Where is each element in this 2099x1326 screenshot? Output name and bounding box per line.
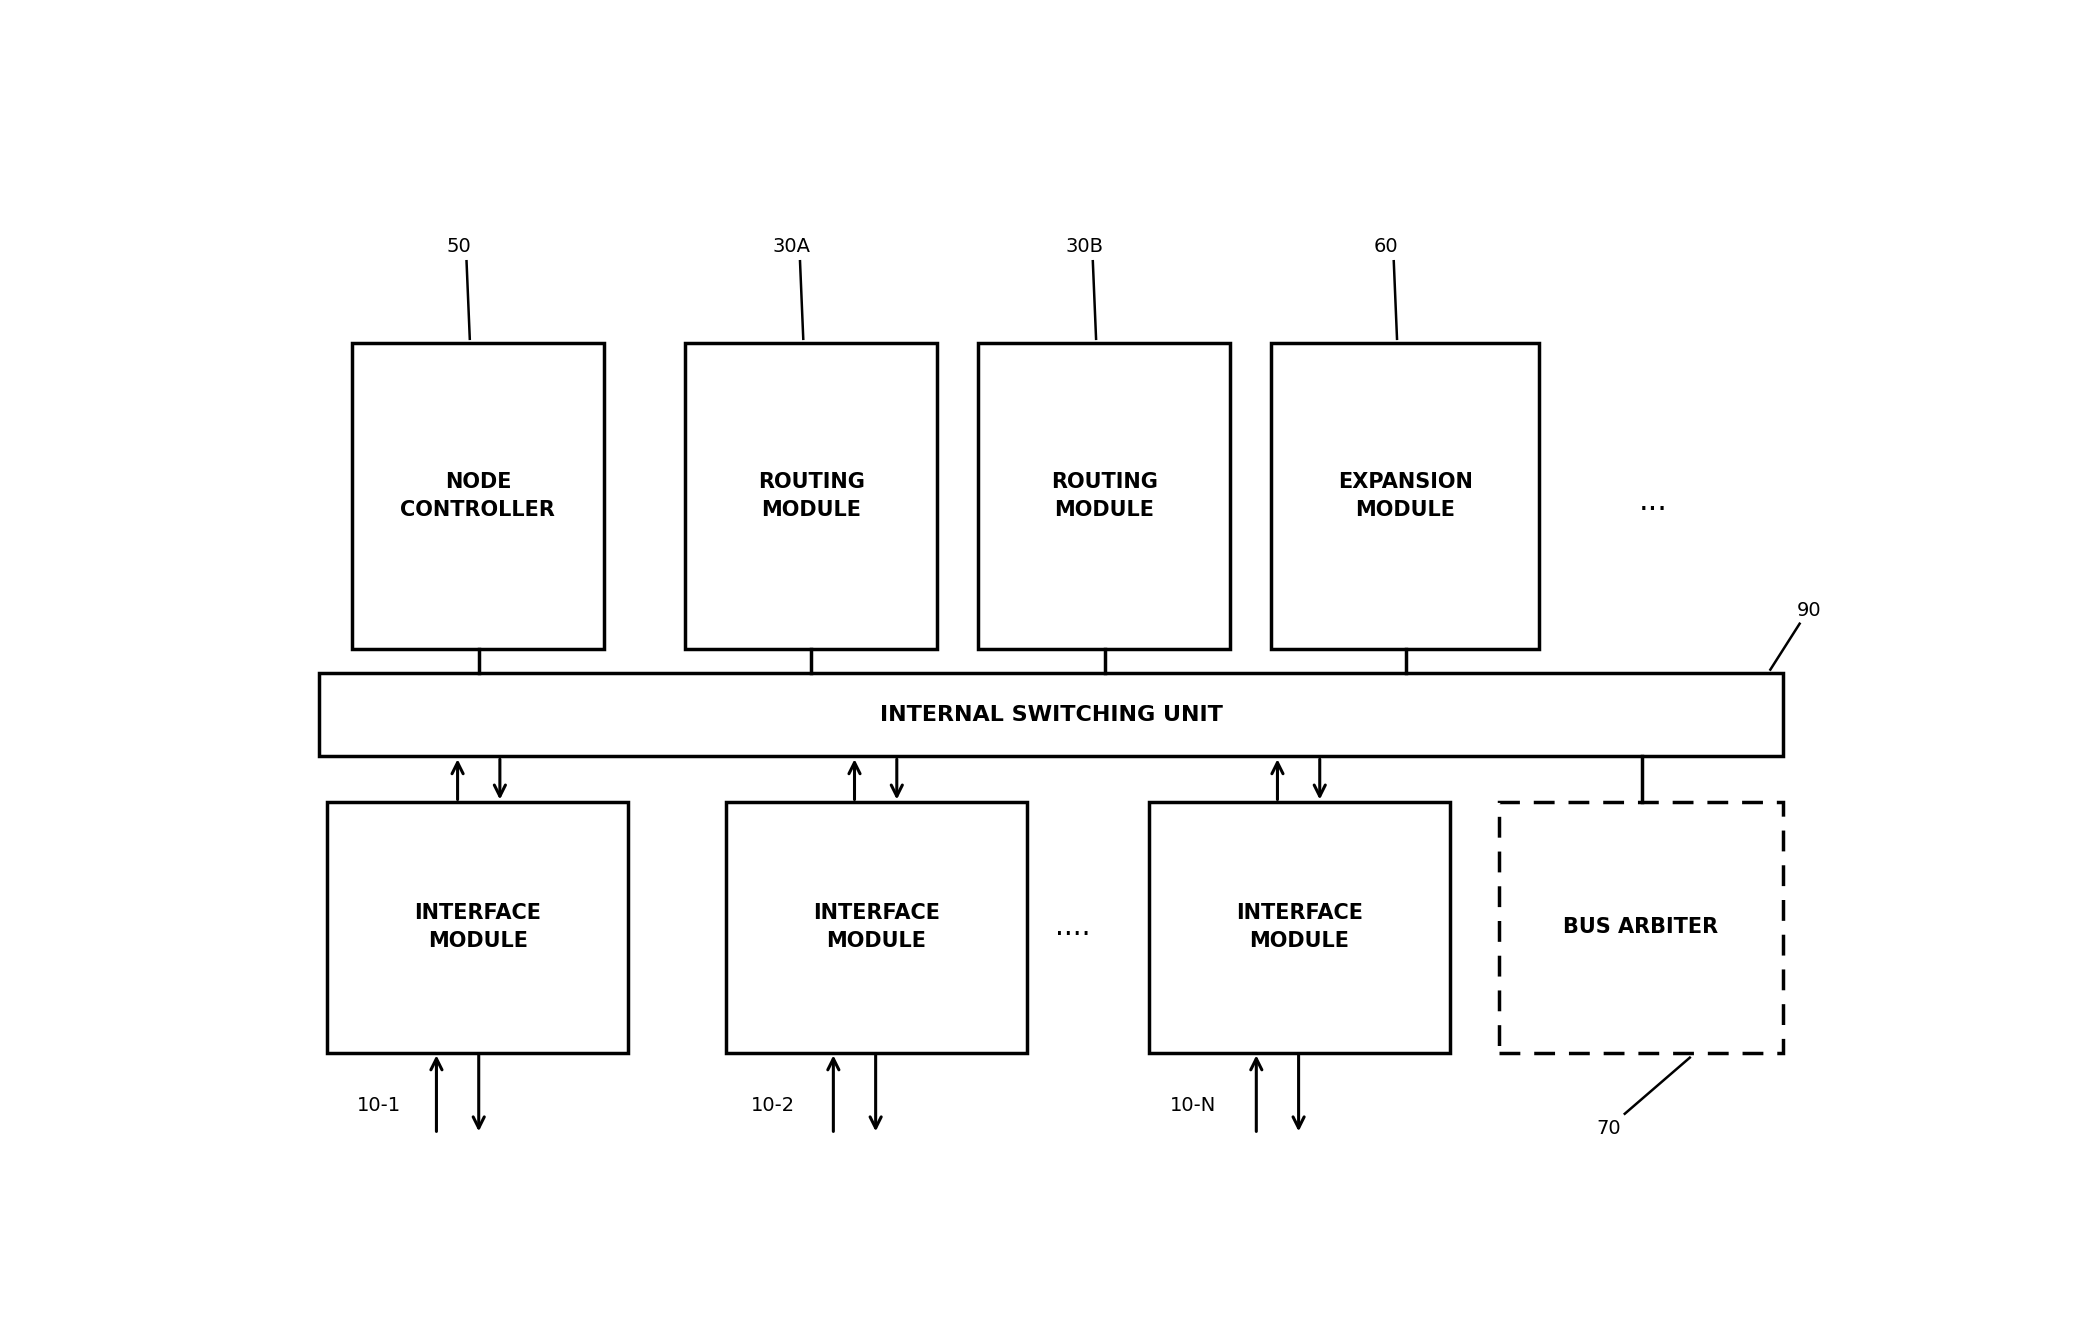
Text: 30B: 30B (1066, 237, 1104, 256)
Bar (1148, 802, 1450, 1053)
Bar (1272, 343, 1539, 650)
Text: 90: 90 (1797, 601, 1822, 619)
Text: ...: ... (1639, 487, 1669, 516)
Text: INTERFACE
MODULE: INTERFACE MODULE (414, 903, 542, 952)
Text: ROUTING
MODULE: ROUTING MODULE (758, 472, 865, 520)
Text: INTERNAL SWITCHING UNIT: INTERNAL SWITCHING UNIT (879, 704, 1224, 724)
Text: 10-1: 10-1 (357, 1097, 401, 1115)
Text: 30A: 30A (772, 237, 810, 256)
Text: ROUTING
MODULE: ROUTING MODULE (1052, 472, 1159, 520)
Bar (726, 802, 1026, 1053)
Text: 70: 70 (1595, 1119, 1620, 1138)
Text: BUS ARBITER: BUS ARBITER (1564, 918, 1719, 937)
Text: ....: .... (1054, 912, 1089, 941)
Text: INTERFACE
MODULE: INTERFACE MODULE (1236, 903, 1362, 952)
Bar (978, 343, 1230, 650)
Bar (684, 343, 938, 650)
Text: 10-2: 10-2 (751, 1097, 796, 1115)
Text: 10-N: 10-N (1169, 1097, 1215, 1115)
Text: 50: 50 (445, 237, 470, 256)
Text: INTERFACE
MODULE: INTERFACE MODULE (812, 903, 940, 952)
Text: 60: 60 (1373, 237, 1398, 256)
Bar (319, 672, 1784, 756)
Bar (1499, 802, 1784, 1053)
Text: NODE
CONTROLLER: NODE CONTROLLER (401, 472, 556, 520)
Text: EXPANSION
MODULE: EXPANSION MODULE (1337, 472, 1473, 520)
Bar (327, 802, 628, 1053)
Bar (353, 343, 605, 650)
